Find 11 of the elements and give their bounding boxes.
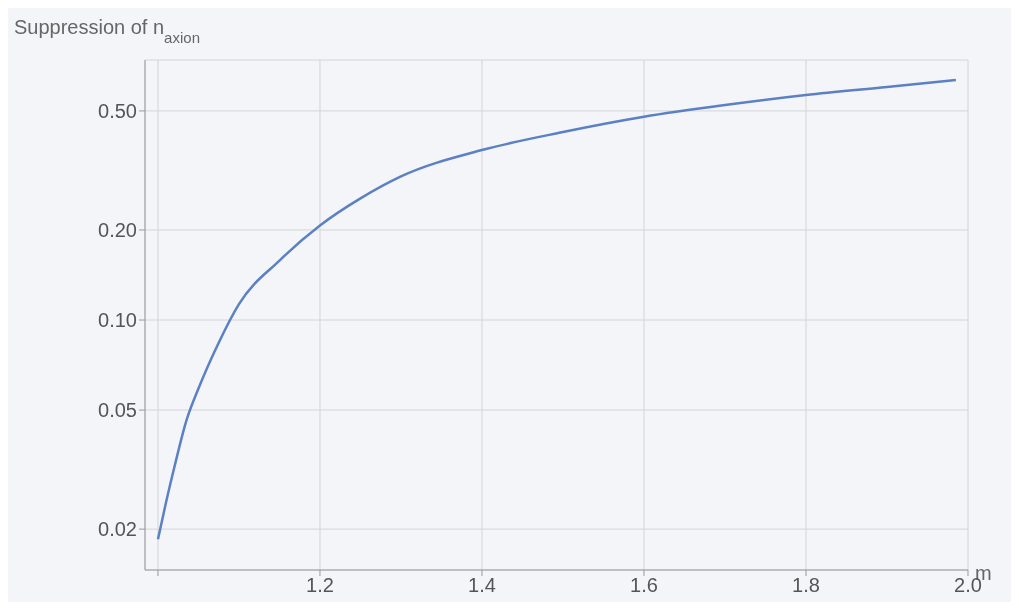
line-series [156, 78, 958, 541]
y-tick-label: 0.02 [98, 518, 137, 541]
x-tick-label: 1.8 [792, 574, 820, 597]
y-tick-label: 0.50 [98, 100, 137, 123]
y-axis-title: Suppression of n$_{axion}$ [14, 16, 200, 46]
y-tick-label: 0.05 [98, 399, 137, 422]
y-tick-label: 0.20 [98, 219, 137, 242]
x-tick-label: 1.2 [306, 574, 334, 597]
x-tick-label: 1.6 [630, 574, 658, 597]
x-tick-label: 1.4 [468, 574, 496, 597]
y-tick-label: 0.10 [98, 309, 137, 332]
